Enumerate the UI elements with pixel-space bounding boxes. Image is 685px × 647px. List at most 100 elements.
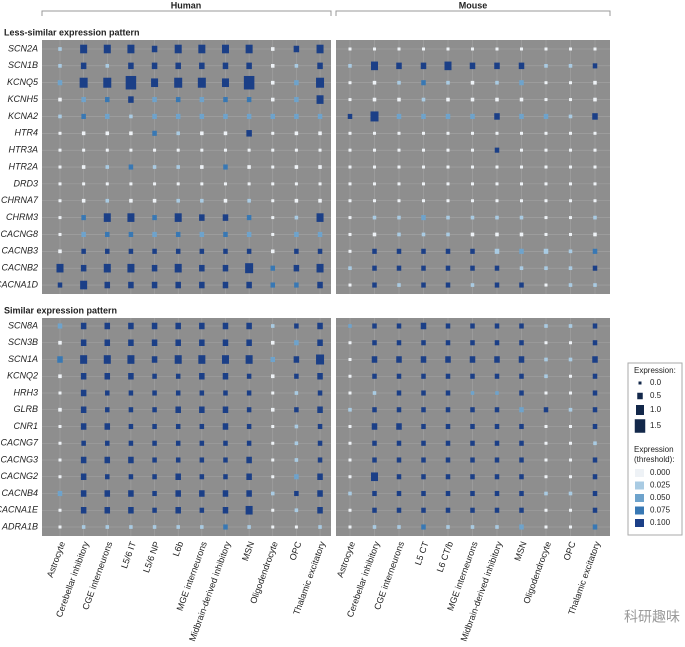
tile — [128, 164, 134, 170]
gene-label: CACNB4 — [1, 488, 38, 498]
tile — [396, 474, 402, 480]
tile — [80, 44, 88, 54]
tile — [519, 266, 524, 271]
tile — [396, 440, 402, 446]
tile — [247, 182, 251, 186]
tile — [174, 263, 182, 273]
tile — [80, 423, 87, 430]
tile — [446, 525, 450, 529]
tile — [80, 473, 87, 480]
tile — [494, 323, 500, 329]
tile — [246, 130, 252, 137]
tile — [81, 198, 86, 203]
gene-label: HTR2A — [8, 161, 38, 171]
tile — [246, 322, 252, 330]
tile — [199, 322, 205, 330]
tile — [520, 131, 523, 135]
tile — [348, 64, 352, 68]
tile — [348, 324, 352, 328]
legend-label: 0.5 — [650, 391, 662, 400]
tile — [222, 322, 229, 330]
tile — [271, 391, 275, 395]
tile — [397, 131, 401, 135]
tile — [569, 81, 572, 85]
tile — [495, 131, 499, 135]
tile — [568, 114, 573, 119]
tile — [294, 508, 299, 513]
tile — [569, 148, 572, 152]
tile — [222, 423, 229, 430]
tile — [421, 232, 426, 237]
tile — [151, 281, 158, 289]
tile — [128, 339, 134, 346]
tile — [317, 473, 323, 480]
tile — [519, 457, 524, 463]
tile — [294, 490, 299, 497]
tile — [317, 390, 323, 396]
tile — [199, 97, 205, 103]
tile — [348, 441, 352, 445]
tile — [105, 231, 110, 238]
tile — [127, 44, 135, 54]
tile — [422, 165, 425, 169]
cell-type-label: L5 CT — [413, 540, 431, 567]
tile — [569, 441, 572, 445]
tile — [293, 264, 300, 272]
tile — [199, 474, 205, 480]
tile — [372, 340, 377, 346]
cell-type-label: MSN — [512, 540, 528, 562]
tile — [569, 182, 572, 186]
tile — [200, 525, 204, 529]
tile — [223, 248, 228, 254]
tile — [494, 457, 500, 463]
legend-size-swatch — [637, 392, 643, 400]
tile — [317, 440, 323, 446]
tile — [544, 216, 548, 220]
tile — [569, 216, 572, 220]
tile — [543, 248, 549, 254]
tile — [57, 323, 63, 329]
tile — [271, 97, 275, 102]
species-label: Mouse — [459, 0, 488, 10]
tile — [246, 339, 252, 346]
tile — [445, 440, 451, 446]
tile — [103, 44, 111, 54]
tile — [127, 213, 135, 222]
tile — [470, 265, 475, 271]
tile — [593, 165, 597, 169]
tile — [544, 458, 548, 462]
tile — [421, 215, 426, 221]
panel-title: Similar expression pattern — [4, 305, 117, 315]
legend-color-swatch — [635, 494, 644, 502]
tile — [397, 232, 401, 237]
tile — [568, 64, 573, 68]
tile — [105, 113, 110, 119]
tile — [294, 198, 299, 203]
tile — [397, 199, 401, 203]
tile — [128, 407, 134, 413]
tile — [271, 165, 275, 169]
tile — [103, 263, 111, 273]
tile — [544, 232, 548, 236]
tile — [348, 508, 352, 512]
tile — [105, 198, 110, 203]
tile — [128, 62, 134, 70]
tile — [58, 114, 62, 119]
tile — [247, 525, 251, 529]
tile — [544, 425, 548, 428]
tile — [199, 281, 205, 289]
legend-label: 0.025 — [650, 481, 671, 490]
tile — [372, 97, 377, 102]
tile — [495, 391, 499, 395]
tile — [446, 232, 450, 237]
tile — [592, 373, 598, 379]
tile — [445, 423, 451, 430]
tile — [470, 215, 475, 220]
tile — [495, 215, 499, 220]
tile — [271, 324, 275, 328]
tile — [445, 507, 451, 513]
tile — [246, 113, 252, 119]
tile — [105, 182, 109, 186]
tile — [373, 199, 376, 203]
